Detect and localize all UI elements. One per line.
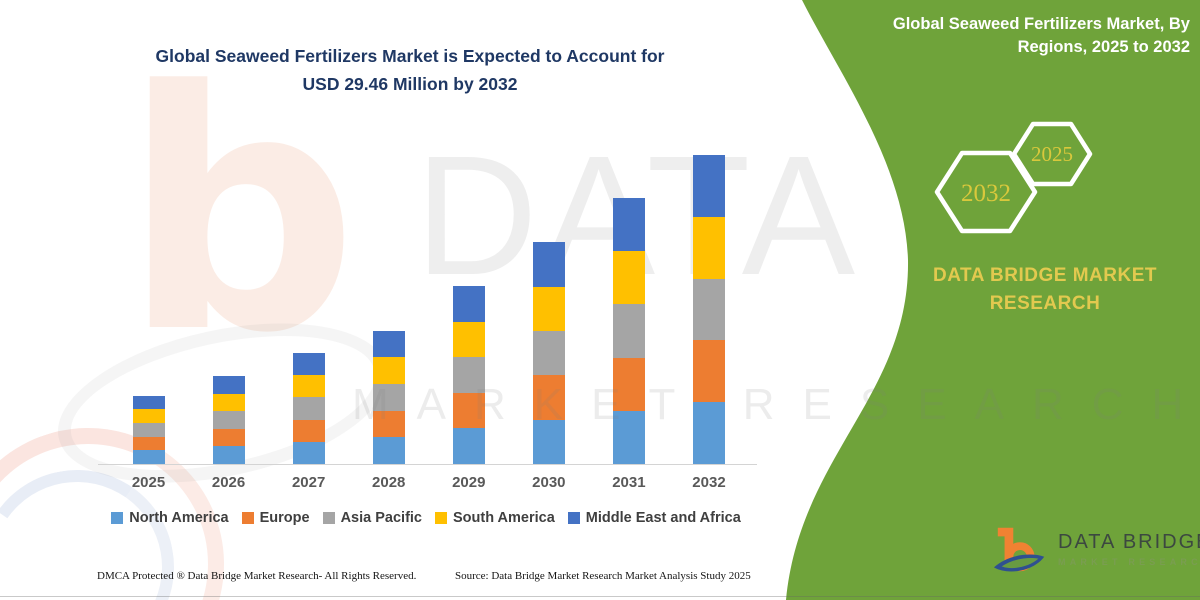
- bar-segment-2031-asia-pacific: [612, 304, 645, 358]
- bar-segment-2027-europe: [292, 419, 325, 442]
- legend-swatch: [435, 512, 447, 524]
- x-axis-label-2028: 2028: [372, 474, 406, 491]
- logo-swoosh-cut: [1001, 557, 1039, 569]
- bar-segment-2026-europe: [212, 428, 245, 447]
- legend-label: Asia Pacific: [340, 510, 422, 526]
- bar-segment-2027-north-america: [292, 441, 325, 464]
- bottom-border-line: [0, 596, 1200, 597]
- footer-copyright: DMCA Protected ® Data Bridge Market Rese…: [97, 570, 417, 582]
- footer-source: Source: Data Bridge Market Research Mark…: [455, 570, 751, 582]
- bar-segment-2032-middle-east-and-africa: [692, 155, 725, 217]
- bar-segment-2032-europe: [692, 340, 725, 403]
- bar-segment-2028-north-america: [372, 437, 405, 464]
- legend-swatch: [241, 512, 254, 524]
- legend-item-north-america: North America: [111, 510, 229, 526]
- bar-segment-2032-north-america: [692, 402, 725, 464]
- bar-segment-2026-south-america: [212, 393, 245, 412]
- green-header-line1: Global Seaweed Fertilizers Market, By: [892, 15, 1190, 33]
- bar-segment-2028-middle-east-and-africa: [372, 330, 405, 358]
- legend-swatch: [111, 512, 124, 524]
- bar-segment-2028-europe: [372, 410, 405, 438]
- chart-title-line1: Global Seaweed Fertilizers Market is Exp…: [155, 46, 665, 66]
- chart-legend: North America Europe Asia Pacific South Ame…: [90, 510, 762, 526]
- brand-text: DATA BRIDGE MARKET RESEARCH: [900, 262, 1190, 318]
- bar-segment-2027-south-america: [292, 375, 325, 398]
- x-axis-line: [98, 464, 757, 465]
- green-panel-path: [786, 0, 1200, 600]
- legend-item-asia-pacific: Asia Pacific: [322, 510, 422, 526]
- bar-segment-2028-asia-pacific: [372, 384, 405, 411]
- bar-segment-2026-north-america: [212, 446, 245, 464]
- x-axis-label-2030: 2030: [532, 474, 566, 491]
- x-axis-label-2027: 2027: [291, 474, 326, 491]
- legend-swatch: [322, 512, 335, 524]
- legend-label: North America: [129, 510, 229, 526]
- legend-swatch: [567, 512, 580, 524]
- bar-segment-2029-middle-east-and-africa: [452, 286, 485, 322]
- watermark-b-logo: b: [122, 21, 359, 405]
- bar-segment-2027-middle-east-and-africa: [292, 352, 325, 376]
- databridge-logo-icon: [993, 527, 1045, 572]
- bar-segment-2029-south-america: [452, 321, 485, 358]
- bar-segment-2031-europe: [612, 357, 645, 411]
- bar-segment-2030-north-america: [532, 419, 565, 464]
- brand-text-line1: DATA BRIDGE MARKET: [933, 265, 1157, 286]
- brand-text-line2: RESEARCH: [989, 293, 1101, 314]
- bar-segment-2031-south-america: [612, 251, 645, 305]
- x-axis-label-2026: 2026: [211, 474, 246, 491]
- bar-segment-2029-asia-pacific: [452, 357, 485, 393]
- bar-segment-2025-middle-east-and-africa: [132, 395, 165, 410]
- bar-segment-2026-middle-east-and-africa: [212, 375, 245, 394]
- bar-segment-2030-middle-east-and-africa: [532, 242, 565, 287]
- x-axis-label-2031: 2031: [612, 474, 646, 491]
- green-header-line2: Regions, 2025 to 2032: [1017, 38, 1190, 57]
- legend-item-europe: Europe: [241, 510, 310, 526]
- bar-segment-2025-south-america: [132, 409, 165, 424]
- bar-segment-2030-south-america: [532, 286, 565, 331]
- x-axis-label-2025: 2025: [131, 474, 166, 491]
- legend-label: Middle East and Africa: [585, 510, 741, 526]
- bar-segment-2030-europe: [532, 375, 565, 420]
- bar-segment-2032-south-america: [692, 216, 725, 279]
- bar-segment-2025-north-america: [132, 450, 165, 464]
- legend-item-middle-east-and-africa: Middle East and Africa: [567, 510, 741, 526]
- logo-name-text: DATA BRIDGE: [1058, 531, 1200, 553]
- bar-segment-2026-asia-pacific: [212, 411, 245, 429]
- bar-segment-2030-asia-pacific: [532, 330, 565, 376]
- legend-label: South America: [453, 510, 555, 526]
- bar-segment-2031-middle-east-and-africa: [612, 198, 645, 252]
- bar-segment-2029-europe: [452, 392, 485, 429]
- bar-segment-2025-asia-pacific: [132, 423, 165, 437]
- x-axis-label-2032: 2032: [692, 474, 726, 491]
- chart-title: Global Seaweed Fertilizers Market is Exp…: [85, 42, 735, 98]
- legend-label: Europe: [259, 510, 310, 526]
- bar-segment-2028-south-america: [372, 357, 405, 385]
- bar-segment-2027-asia-pacific: [292, 397, 325, 420]
- bar-segment-2031-north-america: [612, 410, 645, 464]
- bar-segment-2025-europe: [132, 436, 165, 451]
- databridge-logo: DATA BRIDGE MARKET RESEARCH: [992, 520, 1200, 578]
- bar-segment-2032-asia-pacific: [692, 278, 725, 341]
- legend-item-south-america: South America: [435, 510, 555, 526]
- bar-segment-2029-north-america: [452, 428, 485, 464]
- chart-title-line2: USD 29.46 Million by 2032: [302, 74, 518, 94]
- green-panel-header: Global Seaweed Fertilizers Market, By Re…: [810, 13, 1190, 60]
- x-axis-label-2029: 2029: [452, 474, 486, 491]
- logo-subtitle-text: MARKET RESEARCH: [1058, 557, 1200, 567]
